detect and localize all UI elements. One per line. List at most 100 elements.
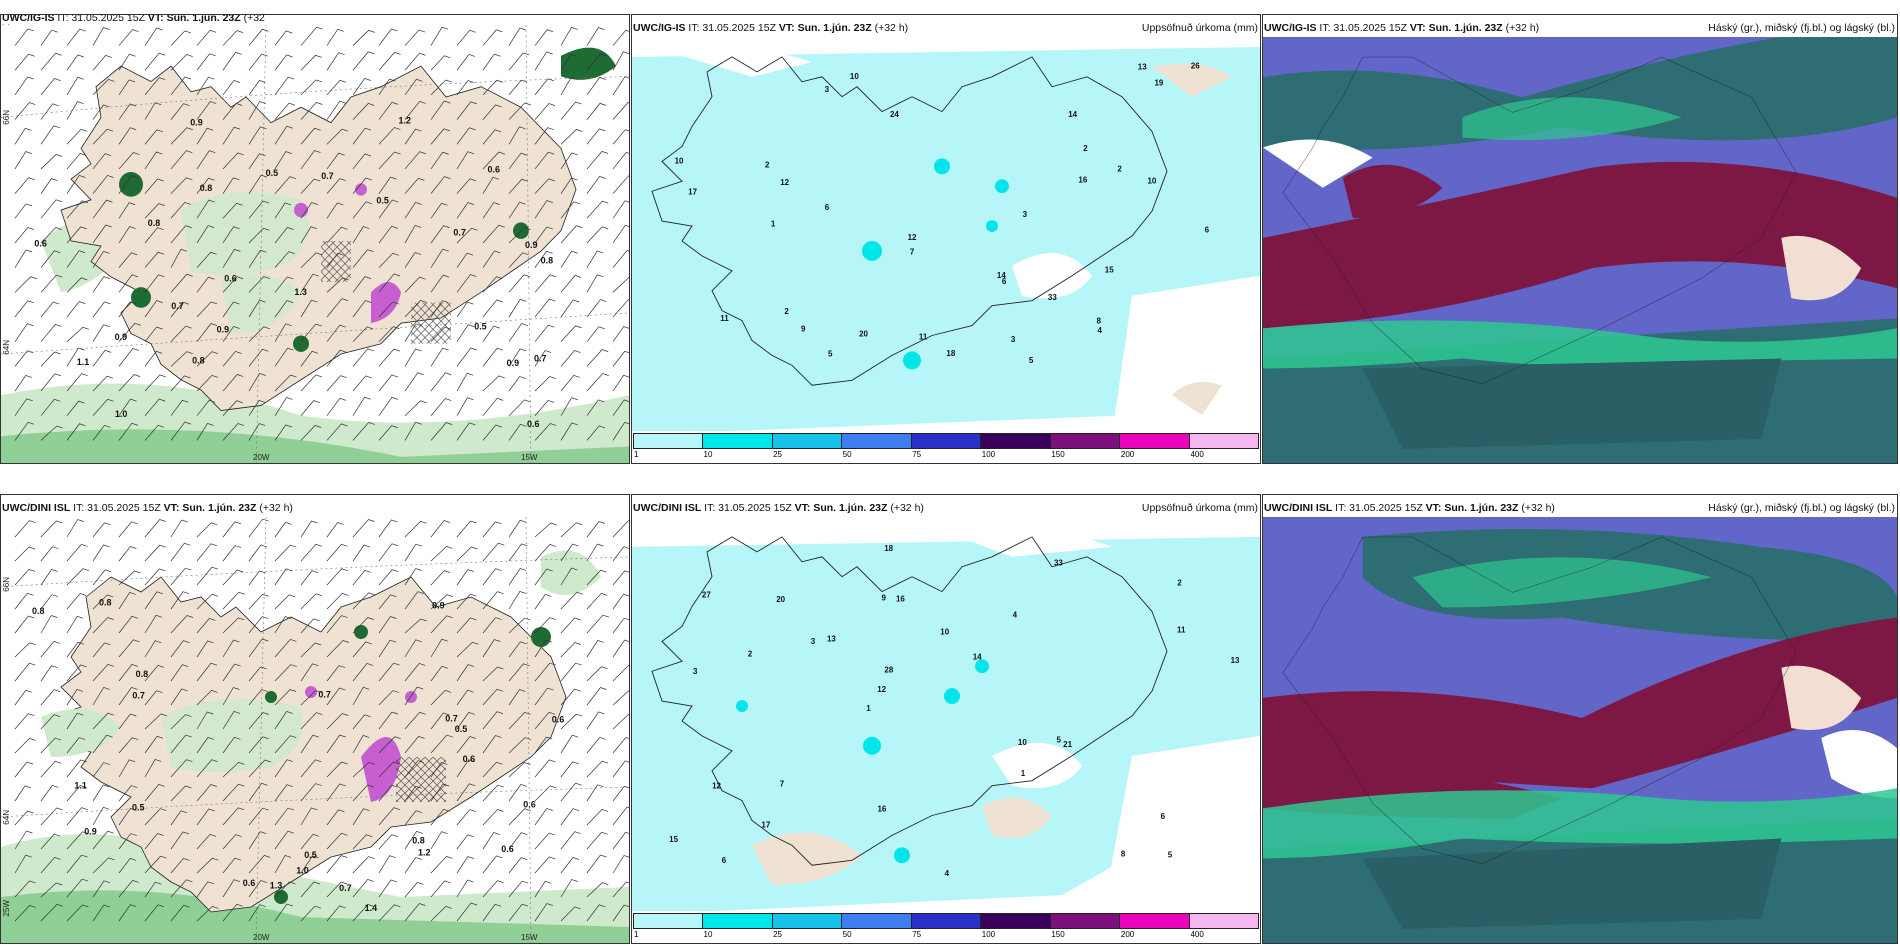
wind-barb: [534, 687, 554, 706]
wind-barb: [482, 79, 503, 96]
wind-barb: [66, 226, 87, 244]
precip-value: 2: [1083, 144, 1088, 153]
colorbar-swatch: [772, 914, 843, 928]
wind-barb: [300, 618, 320, 634]
wind-barb: [326, 100, 346, 120]
wind-barb: [144, 664, 165, 682]
lon-label-20: 20W: [253, 933, 270, 942]
wind-barb: [144, 374, 166, 392]
wind-barb: [456, 227, 478, 244]
wind-barb: [196, 784, 217, 802]
wind-barb: [118, 713, 137, 730]
wind-barb: [560, 617, 581, 634]
wind-barb: [92, 522, 111, 538]
wind-barb: [118, 591, 136, 610]
wind-barb: [196, 736, 215, 754]
wind-barb: [404, 662, 426, 682]
wind-barb: [430, 26, 449, 46]
wind-barb: [274, 251, 295, 268]
wind-barb: [326, 128, 349, 145]
wind-barb: [534, 376, 556, 392]
wind-barb: [248, 153, 266, 170]
colorbar-swatch: [1120, 914, 1190, 928]
wind-barb: [560, 543, 579, 562]
init-time: IT: 31.05.2025 15Z: [70, 502, 164, 514]
wind-barbs: [14, 518, 629, 922]
wind-barb: [40, 250, 61, 268]
wind-barb: [534, 127, 554, 145]
wind-barb: [378, 807, 401, 826]
wind-barb: [248, 736, 269, 754]
wind-value: 0.8: [136, 669, 149, 679]
wind-barb: [300, 127, 321, 145]
wind-barb: [430, 665, 449, 682]
wind-barb: [66, 101, 84, 120]
wind-barb: [40, 425, 63, 441]
wind-barb: [66, 519, 84, 538]
wind-barb: [40, 714, 61, 730]
wind-barb: [14, 350, 34, 367]
precip-value: 20: [776, 595, 785, 604]
wind-barb: [612, 350, 629, 367]
wind-barb: [300, 400, 320, 416]
wind-barb: [248, 880, 267, 898]
wind-barb: [300, 202, 318, 219]
wind-barb: [378, 326, 400, 342]
wind-barb: [40, 351, 61, 367]
wind-barb: [66, 641, 85, 658]
wind-barb: [378, 225, 398, 244]
wind-barb: [612, 249, 629, 268]
wind-barb: [14, 151, 32, 170]
wind-barb: [586, 299, 607, 318]
wind-barb: [456, 127, 476, 145]
wind-barb: [66, 277, 88, 293]
wind-barb: [300, 855, 319, 874]
wind-barb: [430, 274, 450, 293]
colorbar-tick-label: 150: [1051, 450, 1065, 459]
wind-barb: [352, 834, 373, 850]
wind-barb: [586, 569, 607, 586]
wind-barb: [248, 227, 270, 244]
wind-barb: [14, 880, 36, 898]
wind-barb: [170, 688, 188, 706]
wind-barb: [118, 546, 137, 562]
wind-barb: [14, 662, 36, 682]
wind-barb: [456, 29, 476, 46]
wind-barb: [222, 103, 243, 120]
wind-barb: [248, 807, 269, 826]
wind-barb: [456, 422, 476, 441]
wind-barb: [14, 785, 32, 802]
wind-barb: [92, 544, 110, 562]
colorbar-swatch: [703, 434, 773, 448]
wind-barb: [352, 544, 371, 562]
wind-barb: [170, 857, 190, 874]
wind-barb: [352, 878, 374, 898]
wind-barb: [534, 399, 555, 416]
colorbar-swatch: [842, 914, 912, 928]
wind-barb: [612, 51, 629, 71]
precip-value: 9: [882, 593, 887, 602]
wind-barb: [352, 569, 372, 586]
wind-barb: [248, 348, 269, 367]
wind-barbs: [14, 26, 629, 441]
valid-time: VT: Sun. 1.jún. 23Z: [794, 502, 888, 514]
wind-barb: [14, 546, 36, 562]
wind-barb: [66, 54, 84, 71]
wind-barb: [612, 326, 629, 342]
wind-barb: [326, 298, 349, 318]
wind-barb: [482, 375, 505, 392]
wind-barb: [40, 301, 60, 318]
wind-barb: [144, 52, 166, 71]
wind-barb: [534, 250, 553, 268]
wind-barb: [144, 178, 164, 194]
wind-barb: [300, 252, 323, 268]
wind-barb: [14, 76, 34, 96]
wind-barb: [222, 51, 242, 71]
precip-value: 12: [877, 685, 886, 694]
wind-value: 0.9: [115, 332, 127, 342]
precip-value: 4: [1013, 610, 1018, 619]
wind-barb: [586, 176, 606, 194]
wind-barb: [404, 202, 422, 219]
wind-barb: [456, 274, 477, 293]
wind-barb: [274, 881, 296, 898]
